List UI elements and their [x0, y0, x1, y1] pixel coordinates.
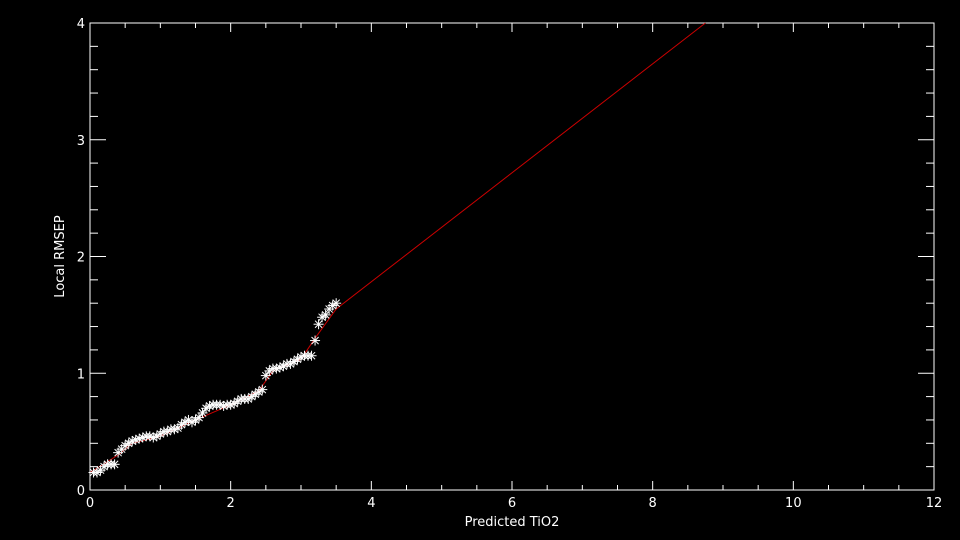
x-tick-label: 0 — [86, 496, 94, 511]
y-tick-label: 1 — [77, 367, 85, 382]
y-tick-label: 4 — [77, 17, 85, 32]
tick-marks — [89, 22, 935, 491]
data-point — [109, 459, 120, 470]
data-point — [201, 403, 212, 414]
x-tick-label: 4 — [367, 496, 375, 511]
x-tick-label: 8 — [649, 496, 657, 511]
x-tick-label: 6 — [508, 496, 516, 511]
data-point — [310, 335, 321, 346]
y-tick-label: 2 — [77, 251, 85, 266]
data-point — [257, 384, 268, 395]
x-tick-label: 2 — [227, 496, 235, 511]
x-tick-label: 12 — [926, 496, 943, 511]
y-tick-label: 3 — [77, 134, 85, 149]
x-tick-label: 10 — [785, 496, 802, 511]
data-point — [320, 309, 331, 320]
data-point — [186, 417, 197, 428]
data-point — [306, 350, 317, 361]
y-axis-label: Local RMSEP — [53, 215, 68, 298]
data-point — [331, 298, 342, 309]
y-tick-label: 0 — [77, 484, 85, 499]
data-points — [88, 298, 342, 478]
x-axis-label: Predicted TiO2 — [465, 515, 560, 530]
data-point — [313, 319, 324, 330]
